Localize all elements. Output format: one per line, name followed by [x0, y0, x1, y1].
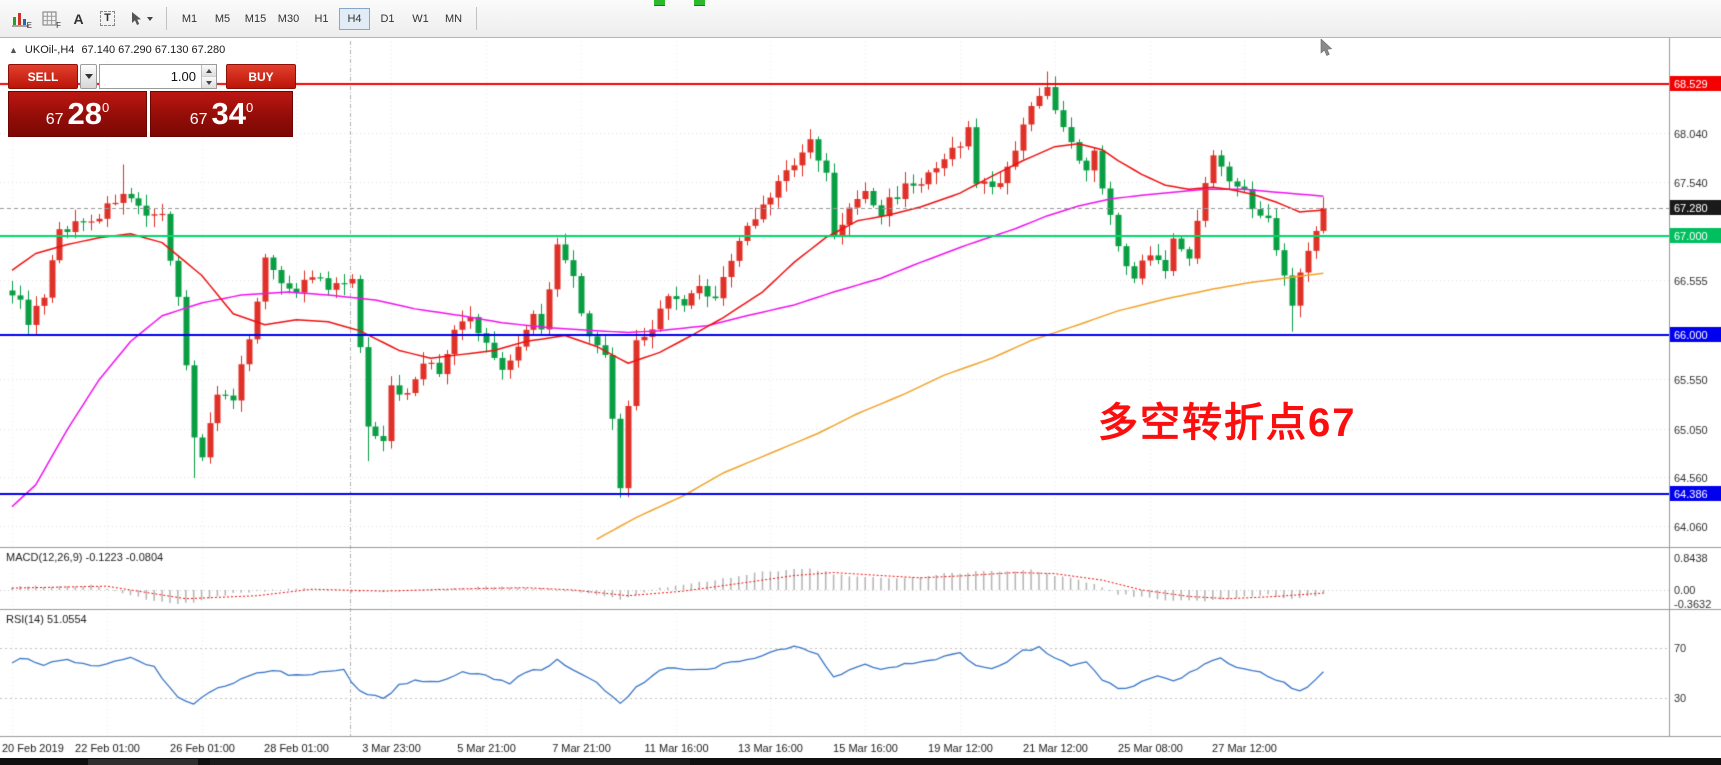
tf-button-mn[interactable]: MN — [438, 8, 469, 30]
tf-button-d1[interactable]: D1 — [372, 8, 403, 30]
status-strip-segment — [88, 759, 198, 765]
volume-dropdown-button[interactable] — [80, 64, 97, 89]
arrow-down-icon — [206, 80, 212, 85]
text-label-icon[interactable]: T — [94, 6, 121, 31]
grid-glyph — [42, 11, 56, 25]
buy-price-big-figure: 67 — [189, 111, 208, 128]
toolbar: E F A T M1 M5 M15 M30 H1 H4 D1 W1 MN — [0, 0, 1721, 38]
one-click-trade-panel: SELL BUY 67 28 0 67 34 0 — [8, 64, 296, 137]
tf-button-h1[interactable]: H1 — [306, 8, 337, 30]
price-chart-canvas[interactable] — [0, 38, 1721, 765]
volume-up-button[interactable] — [202, 65, 216, 77]
status-strip — [0, 758, 1721, 765]
grid-icon[interactable]: F — [36, 6, 63, 31]
mouse-cursor-icon — [1320, 38, 1334, 62]
chevron-down-icon — [84, 74, 93, 79]
tf-button-w1[interactable]: W1 — [405, 8, 436, 30]
sell-button[interactable]: SELL — [8, 64, 78, 89]
cropped-toolbar-icon — [654, 0, 665, 6]
volume-down-button[interactable] — [202, 77, 216, 88]
timeframe-group: M1 M5 M15 M30 H1 H4 D1 W1 MN — [173, 7, 470, 30]
tf-button-m1[interactable]: M1 — [174, 8, 205, 30]
buy-price-pips: 34 — [211, 96, 247, 131]
one-click-collapse-icon[interactable]: ▲ — [9, 45, 18, 55]
buy-button[interactable]: BUY — [226, 64, 296, 89]
text-annotation-icon[interactable]: A — [73, 10, 84, 27]
sell-price-pipette: 0 — [102, 100, 110, 115]
chart-ohlc-label: 67.140 67.290 67.130 67.280 — [81, 44, 226, 56]
sell-price-display[interactable]: 67 28 0 — [8, 91, 147, 137]
buy-price-display[interactable]: 67 34 0 — [150, 91, 293, 137]
tf-button-m15[interactable]: M15 — [240, 8, 271, 30]
chevron-down-icon — [146, 16, 153, 21]
status-strip-segment — [210, 759, 690, 765]
icon-sub-label: F — [56, 21, 61, 30]
chart-symbol-label: UKOil-,H4 — [24, 44, 75, 56]
chart-title: ▲ UKOil-,H4 67.140 67.290 67.130 67.280 — [9, 44, 225, 56]
volume-input[interactable] — [100, 65, 216, 88]
chart-window: ▲ UKOil-,H4 67.140 67.290 67.130 67.280 … — [0, 38, 1721, 765]
cropped-toolbar-icon — [694, 0, 705, 6]
chart-profile-icon[interactable]: E — [7, 6, 34, 31]
arrow-up-icon — [206, 68, 212, 73]
tf-button-h4[interactable]: H4 — [339, 7, 370, 30]
tf-button-m30[interactable]: M30 — [273, 8, 304, 30]
toolbar-separator — [476, 7, 477, 30]
trade-prices-row: 67 28 0 67 34 0 — [8, 91, 296, 137]
volume-box — [99, 64, 217, 89]
tf-button-m5[interactable]: M5 — [207, 8, 238, 30]
toolbar-separator — [166, 7, 167, 30]
sell-price-big-figure: 67 — [45, 111, 64, 128]
cursor-glyph — [131, 12, 141, 25]
sell-price-pips: 28 — [67, 96, 103, 131]
icon-sub-label: E — [26, 21, 32, 30]
cursor-tool-icon[interactable] — [123, 6, 159, 31]
chart-profile-glyph — [11, 12, 29, 26]
buy-price-pipette: 0 — [246, 100, 254, 115]
chart-annotation: 多空转折点67 — [1098, 401, 1357, 445]
volume-spinner — [201, 65, 216, 88]
trade-controls-row: SELL BUY — [8, 64, 296, 89]
